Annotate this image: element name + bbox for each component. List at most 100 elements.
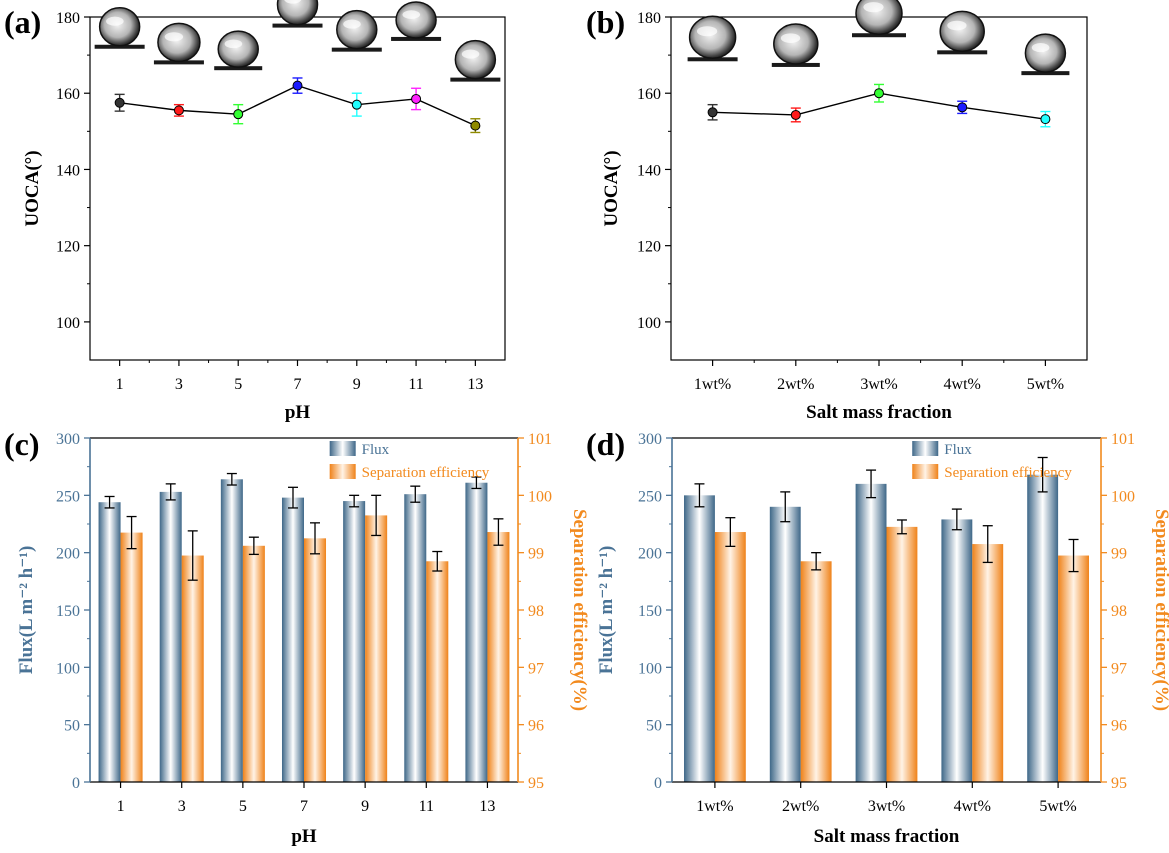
droplet-highlight: [402, 10, 421, 19]
y-axis-label: Flux(L m⁻² h⁻¹): [596, 546, 617, 675]
y-tick-label: 150: [56, 603, 80, 620]
y-tick-label: 160: [56, 86, 80, 103]
flux-bar: [281, 497, 304, 782]
y2-tick-label: 97: [1111, 660, 1127, 677]
x-tick-label: 4wt%: [954, 798, 991, 815]
y-tick-label: 250: [638, 488, 662, 505]
y2-tick-label: 101: [528, 431, 552, 448]
y-tick-label: 100: [638, 660, 662, 677]
x-tick-label: 5wt%: [1039, 798, 1076, 815]
flux-bar: [1027, 474, 1059, 782]
x-tick-label: 5: [234, 376, 242, 393]
y2-tick-label: 96: [528, 718, 544, 735]
data-point: [292, 80, 303, 91]
data-point: [351, 99, 362, 110]
separation-bar: [487, 532, 510, 782]
separation-bar: [972, 544, 1004, 782]
y-tick-label: 300: [56, 431, 80, 448]
flux-bar: [404, 494, 427, 782]
y-tick-label: 100: [56, 660, 80, 677]
droplet: [98, 7, 141, 47]
droplet-image: [214, 30, 263, 71]
y-tick-label: 120: [56, 239, 80, 256]
droplet-image: [272, 0, 323, 28]
x-axis-label: Salt mass fraction: [814, 826, 960, 847]
x-tick-label: 1: [117, 798, 125, 815]
droplet-substrate: [937, 50, 988, 55]
y2-tick-label: 99: [528, 546, 544, 563]
y-axis-label: UOCA(°): [22, 150, 43, 226]
x-tick-label: 9: [353, 376, 361, 393]
y2-tick-label: 96: [1111, 718, 1127, 735]
droplet-image: [687, 15, 738, 62]
panel-label: (a): [4, 4, 41, 40]
x-axis-label: pH: [285, 402, 311, 423]
panel-label: (c): [4, 426, 40, 462]
x-tick-label: 1: [116, 376, 124, 393]
separation-bar: [714, 532, 746, 782]
x-tick-label: 7: [300, 798, 308, 815]
panel-label: (b): [586, 4, 625, 40]
x-tick-label: 1wt%: [696, 798, 733, 815]
x-axis-label: Salt mass fraction: [806, 402, 952, 423]
droplet-image: [450, 39, 501, 82]
droplet-substrate: [391, 36, 442, 41]
flux-bar: [769, 506, 801, 782]
x-tick-label: 7: [294, 376, 302, 393]
separation-bar: [1058, 555, 1089, 782]
y-tick-label: 160: [637, 86, 661, 103]
droplet-substrate: [450, 77, 501, 82]
droplet-highlight: [224, 39, 243, 49]
droplet: [1024, 33, 1067, 73]
droplet-highlight: [284, 0, 302, 4]
y-tick-label: 200: [56, 546, 80, 563]
x-tick-label: 1wt%: [694, 376, 731, 393]
y-tick-label: 50: [64, 718, 80, 735]
plot-frame: [670, 16, 1088, 361]
flux-bar: [98, 502, 121, 782]
data-point: [874, 88, 884, 99]
x-tick-label: 4wt%: [944, 376, 981, 393]
legend-swatch-flux: [329, 441, 356, 456]
droplet-highlight: [164, 32, 184, 42]
x-tick-label: 5wt%: [1027, 376, 1064, 393]
droplet-highlight: [947, 20, 967, 31]
droplet-image: [937, 10, 988, 55]
data-point: [114, 97, 125, 108]
droplet-substrate: [94, 44, 145, 49]
droplet-image: [771, 23, 820, 67]
droplet-highlight: [696, 26, 718, 37]
x-tick-label: 9: [361, 798, 369, 815]
droplet: [939, 10, 985, 53]
legend-label-flux: Flux: [944, 442, 972, 458]
legend-label-flux: Flux: [362, 442, 390, 458]
y2-tick-label: 99: [1111, 546, 1127, 563]
legend-swatch-flux: [912, 441, 939, 456]
y2-axis-label: Separation efficiency(%): [1151, 509, 1169, 711]
y2-tick-label: 95: [528, 775, 544, 792]
panel-d: 0 50 100 150 200 250 300 95 96 97 98 99 100 101 1wt% 2w…: [586, 426, 1169, 847]
x-tick-label: 11: [408, 376, 423, 393]
y-tick-label: 0: [654, 775, 662, 792]
y2-tick-label: 101: [1111, 431, 1135, 448]
x-tick-label: 13: [467, 376, 483, 393]
droplet-image: [331, 9, 382, 52]
droplet-image: [1021, 33, 1070, 76]
droplet-highlight: [343, 19, 361, 29]
panel-label: (d): [586, 426, 625, 462]
separation-bar: [800, 561, 832, 782]
droplet: [395, 1, 437, 39]
x-tick-label: 2wt%: [782, 798, 819, 815]
droplet-substrate: [687, 57, 738, 62]
droplet-highlight: [780, 33, 801, 43]
legend-label-separation: Separation efficiency: [362, 465, 490, 481]
droplet-image: [852, 0, 906, 38]
x-tick-label: 3: [178, 798, 186, 815]
flux-bar: [684, 495, 715, 782]
y2-axis-label: Separation efficiency(%): [569, 509, 590, 711]
droplet: [276, 0, 319, 26]
x-tick-label: 3wt%: [868, 798, 905, 815]
x-axis-label: pH: [291, 826, 317, 847]
y-tick-label: 0: [72, 775, 80, 792]
